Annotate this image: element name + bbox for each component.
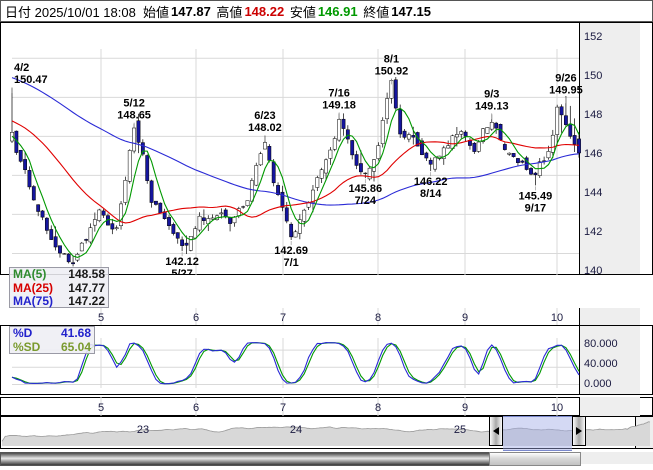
svg-text:8/14: 8/14 (420, 188, 442, 200)
svg-text:148.02: 148.02 (248, 122, 282, 134)
svg-text:10: 10 (551, 312, 563, 324)
svg-text:6/23: 6/23 (254, 110, 275, 122)
svg-text:9/17: 9/17 (525, 202, 546, 214)
svg-text:142.69: 142.69 (274, 245, 308, 257)
svg-text:10: 10 (551, 402, 563, 414)
svg-text:9: 9 (462, 402, 468, 414)
svg-text:149.95: 149.95 (549, 84, 583, 96)
svg-text:9/26: 9/26 (555, 72, 576, 84)
svg-text:145.49: 145.49 (519, 190, 553, 202)
svg-text:148.65: 148.65 (117, 110, 151, 122)
svg-text:5: 5 (98, 402, 104, 414)
svg-text:5: 5 (98, 312, 104, 324)
svg-text:146.22: 146.22 (414, 176, 448, 188)
svg-text:7/24: 7/24 (355, 195, 377, 207)
svg-text:150.47: 150.47 (14, 74, 48, 86)
svg-text:5/12: 5/12 (123, 98, 144, 110)
svg-text:142.12: 142.12 (165, 256, 199, 268)
svg-text:6: 6 (193, 402, 199, 414)
svg-text:7: 7 (280, 312, 286, 324)
svg-text:145.86: 145.86 (348, 183, 382, 195)
svg-text:7: 7 (280, 402, 286, 414)
svg-text:149.13: 149.13 (475, 100, 509, 112)
svg-text:6: 6 (193, 312, 199, 324)
svg-text:149.18: 149.18 (322, 99, 356, 111)
svg-text:7/16: 7/16 (328, 87, 349, 99)
svg-text:8/1: 8/1 (384, 53, 399, 65)
svg-text:9/3: 9/3 (484, 88, 499, 100)
svg-text:8: 8 (375, 402, 381, 414)
svg-text:7/1: 7/1 (283, 257, 298, 269)
svg-text:150.92: 150.92 (375, 65, 409, 77)
svg-text:5/27: 5/27 (171, 268, 192, 275)
svg-text:4/2: 4/2 (14, 62, 29, 74)
svg-text:8: 8 (375, 312, 381, 324)
svg-text:9: 9 (462, 312, 468, 324)
